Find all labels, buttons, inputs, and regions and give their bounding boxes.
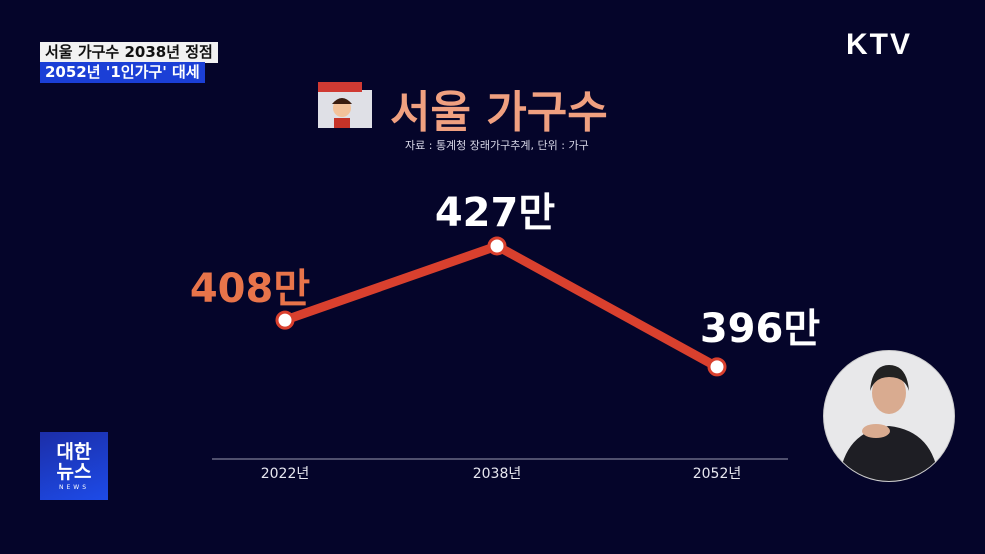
- sign-language-interpreter: [823, 350, 955, 482]
- x-tick-label: 2022년: [261, 466, 310, 482]
- caption-headline: 서울 가구수 2038년 정점: [40, 42, 218, 63]
- x-tick-label: 2052년: [693, 466, 742, 482]
- news-logo-korean: 대한 뉴스: [56, 441, 92, 483]
- data-label: 408만: [190, 266, 310, 312]
- data-label: 427만: [435, 190, 555, 236]
- chart-source: 자료 : 통계청 장래가구추계, 단위 : 가구: [405, 139, 589, 152]
- series-line: [283, 241, 720, 371]
- data-label: 396만: [700, 306, 820, 352]
- house-icon: [318, 82, 372, 128]
- ktv-logo: KTV: [846, 28, 912, 61]
- data-point: [707, 357, 727, 377]
- data-point: [275, 310, 295, 330]
- news-logo-english: NEWS: [58, 484, 90, 491]
- chart-title: 서울 가구수: [390, 87, 608, 138]
- data-point: [487, 236, 507, 256]
- daehan-news-logo: 대한 뉴스 NEWS: [40, 432, 108, 500]
- caption-subheadline: 2052년 '1인가구' 대세: [40, 62, 205, 83]
- x-tick-label: 2038년: [473, 466, 522, 482]
